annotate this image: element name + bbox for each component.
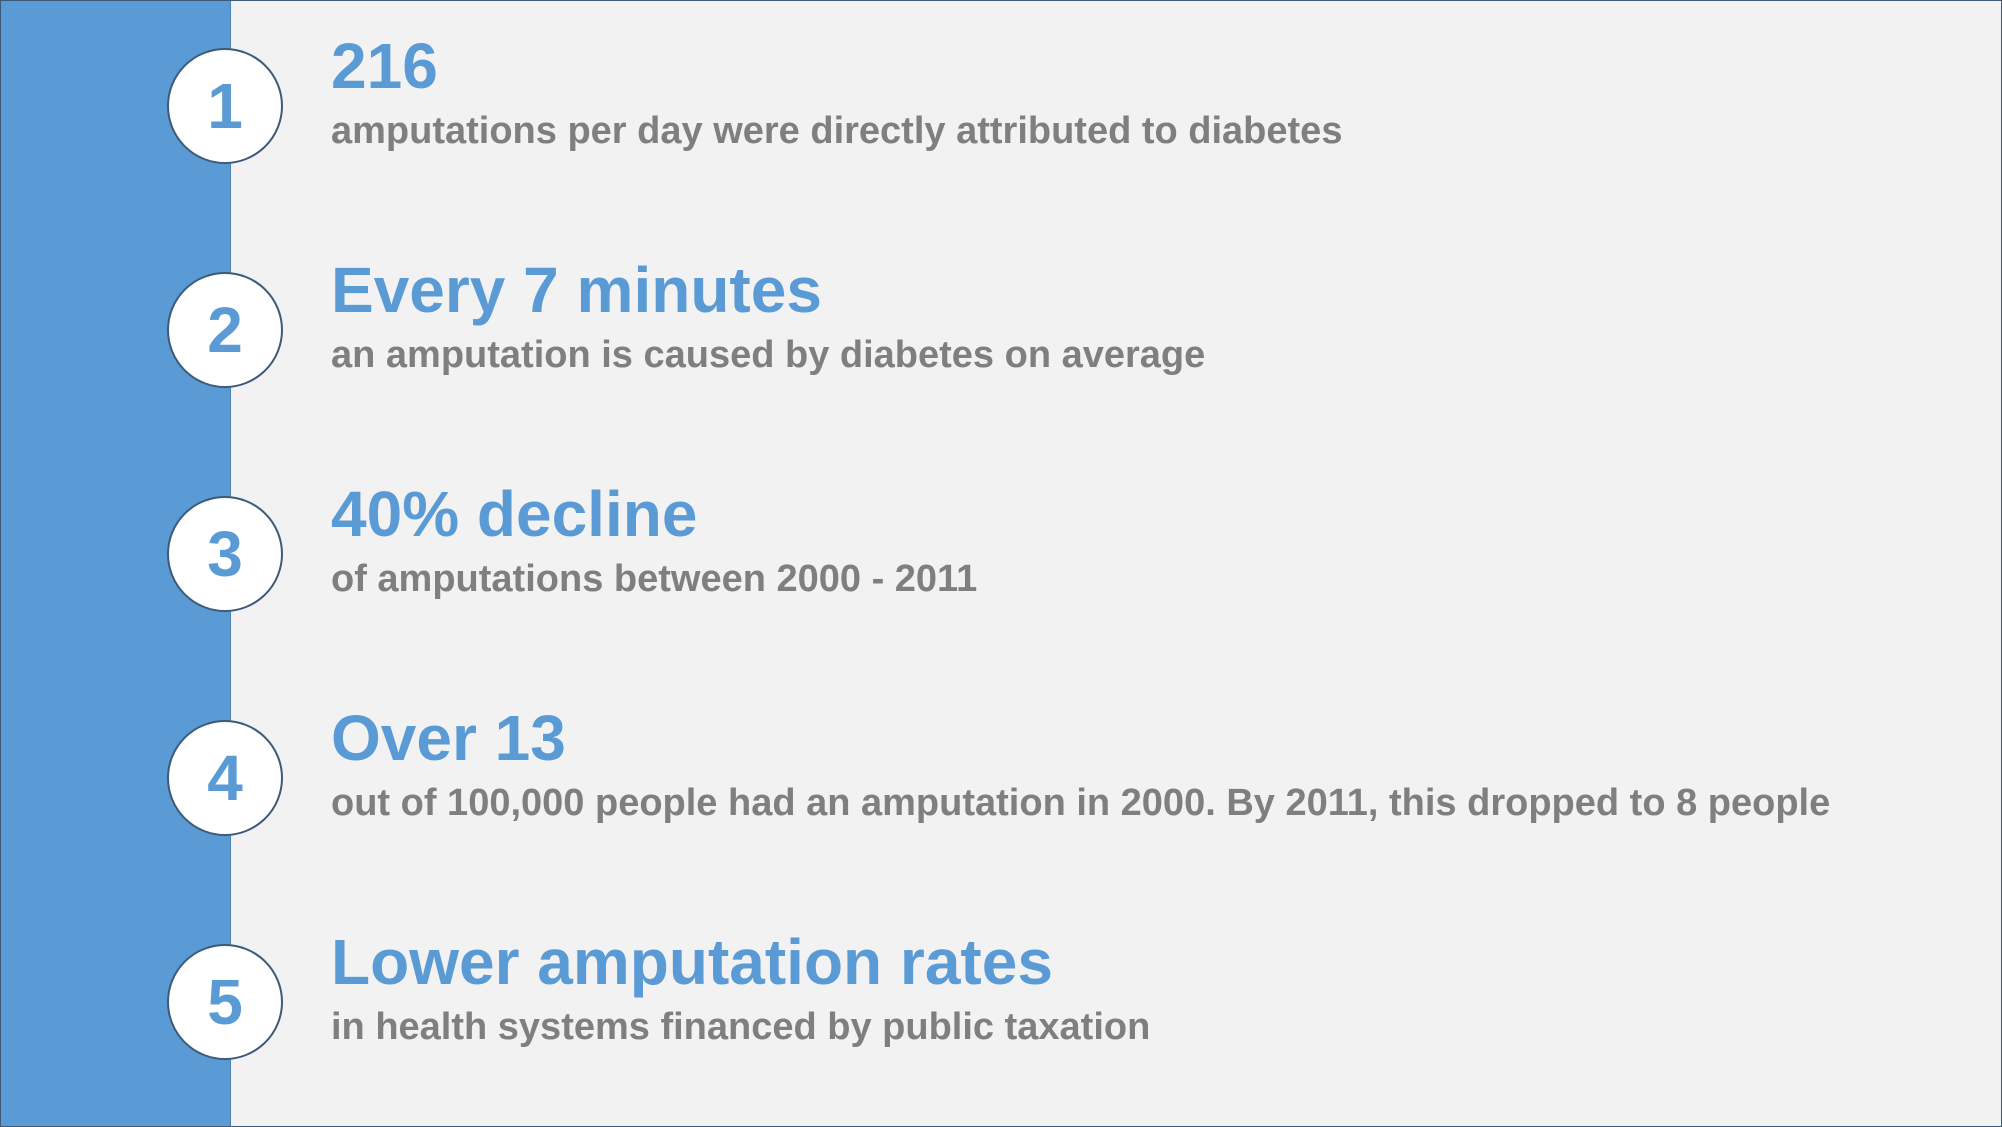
fact-detail: of amputations between 2000 - 2011 [331, 558, 978, 600]
number-badge: 3 [167, 496, 283, 612]
fact-detail: an amputation is caused by diabetes on a… [331, 334, 1206, 376]
number-badge: 5 [167, 944, 283, 1060]
fact-item-3: 3 40% decline of amputations between 200… [1, 449, 2001, 673]
fact-headline: 40% decline [331, 478, 698, 550]
fact-headline: Every 7 minutes [331, 254, 822, 326]
fact-detail: amputations per day were directly attrib… [331, 110, 1343, 152]
fact-headline: 216 [331, 30, 438, 102]
fact-item-5: 5 Lower amputation rates in health syste… [1, 897, 2001, 1121]
fact-item-4: 4 Over 13 out of 100,000 people had an a… [1, 673, 2001, 897]
fact-detail: in health systems financed by public tax… [331, 1006, 1151, 1048]
fact-headline: Over 13 [331, 702, 566, 774]
fact-detail: out of 100,000 people had an amputation … [331, 782, 1831, 824]
fact-headline: Lower amputation rates [331, 926, 1053, 998]
fact-item-2: 2 Every 7 minutes an amputation is cause… [1, 225, 2001, 449]
number-badge: 1 [167, 48, 283, 164]
number-badge: 2 [167, 272, 283, 388]
number-badge: 4 [167, 720, 283, 836]
fact-item-1: 1 216 amputations per day were directly … [1, 1, 2001, 225]
